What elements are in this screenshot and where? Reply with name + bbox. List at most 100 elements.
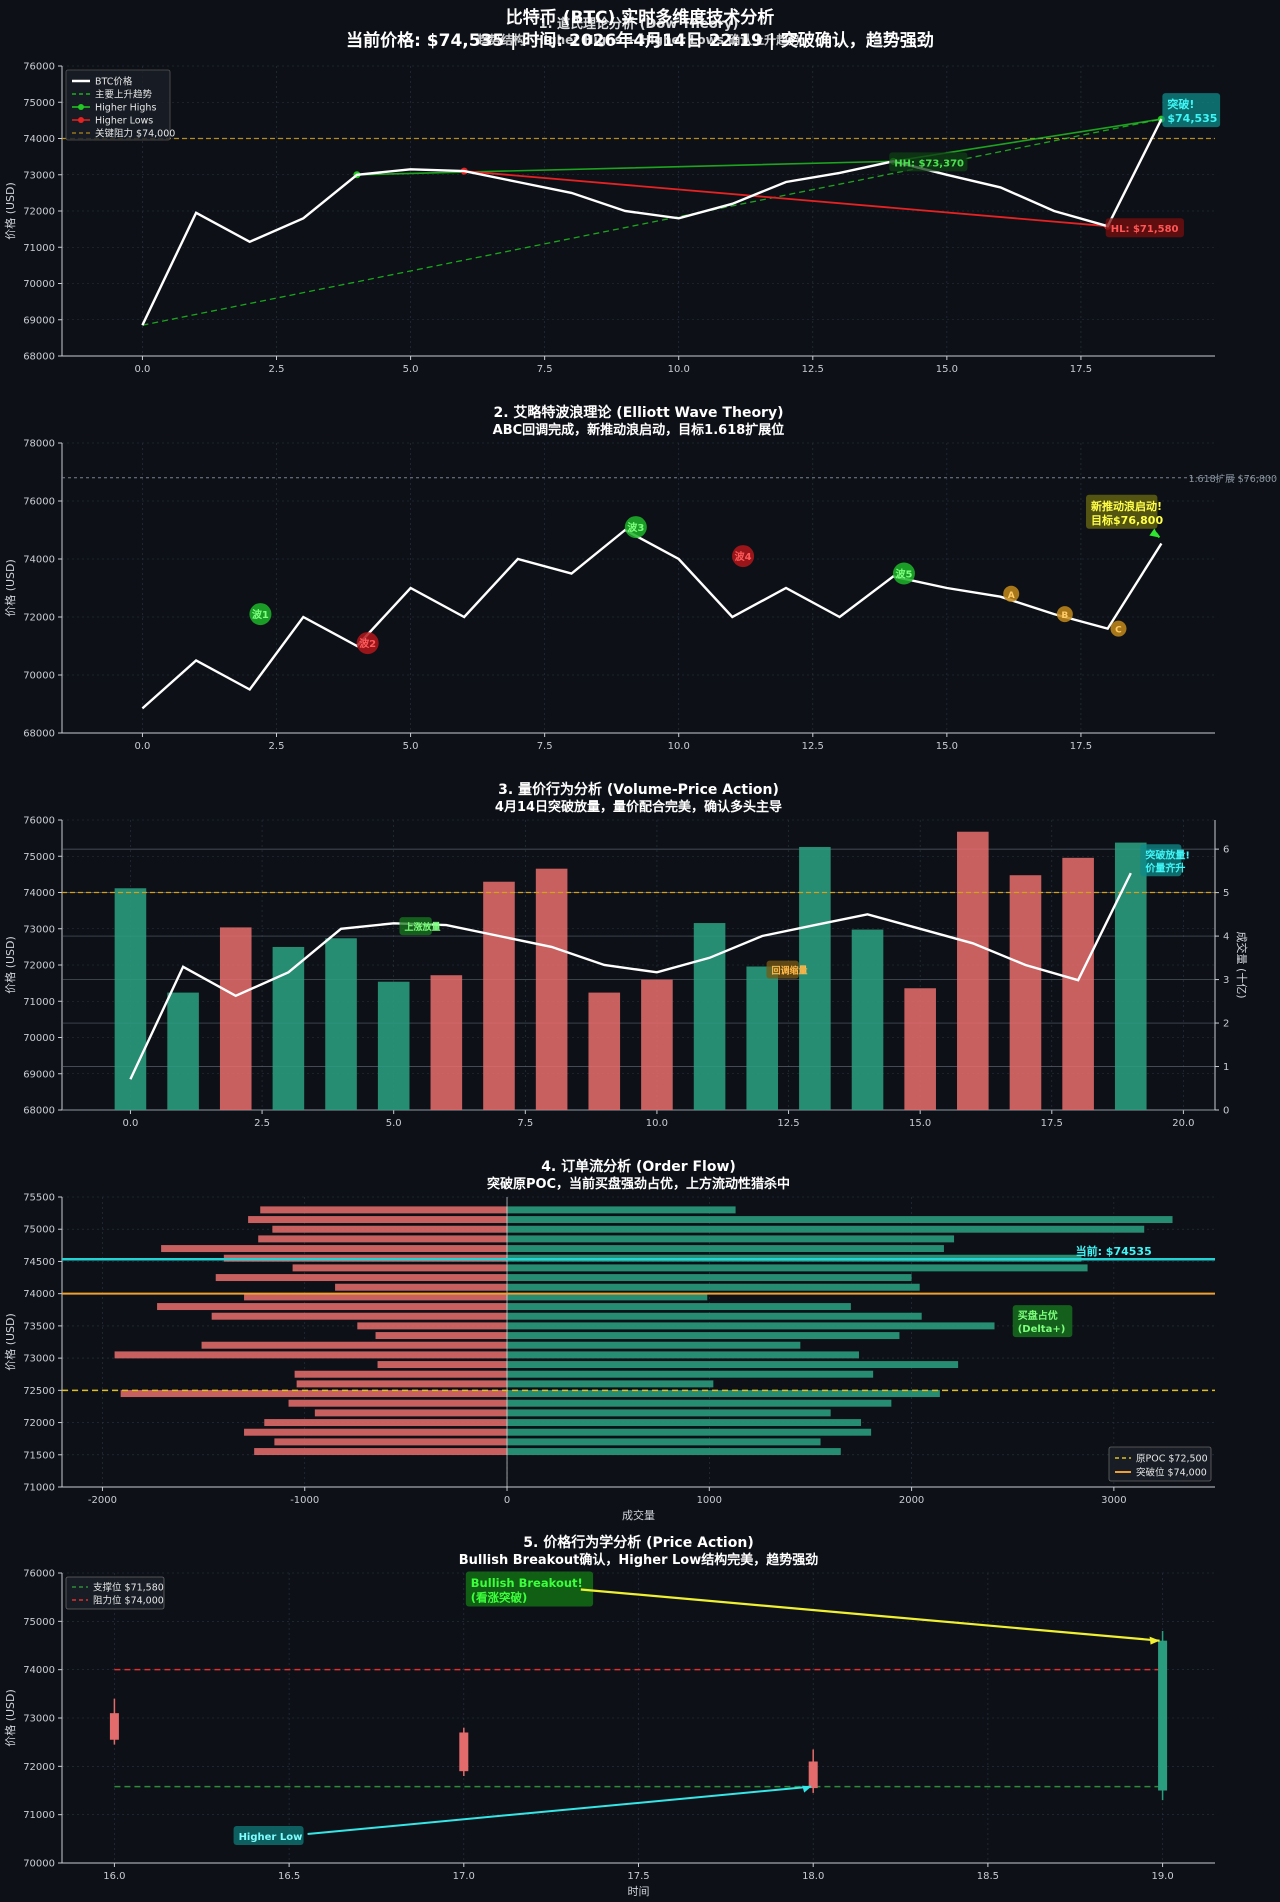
legend-label: 关键阻力 $74,000	[95, 128, 175, 140]
legend-marker	[78, 104, 84, 110]
annotation-delta-text: 买盘占优	[1018, 1309, 1058, 1322]
x-tick-label: 15.0	[936, 364, 958, 375]
y-axis-label: 价格 (USD)	[3, 182, 17, 240]
sell-volume-bar	[258, 1235, 508, 1243]
x-tick-label: 15.0	[909, 1118, 931, 1129]
y-tick-label: 70000	[23, 671, 55, 682]
x-tick-label: 17.0	[453, 1871, 475, 1882]
volume-bar	[483, 881, 515, 1110]
annotation-volume-down-box	[766, 960, 799, 979]
x-tick-label: 5.0	[386, 1118, 402, 1129]
x-tick-label: 10.0	[668, 364, 690, 375]
y-tick-label: 70000	[23, 1033, 55, 1044]
x-tick-label: 3000	[1101, 1495, 1126, 1506]
legend-frame	[1108, 1446, 1212, 1482]
buy-volume-bar	[507, 1370, 874, 1378]
buy-volume-bar	[507, 1399, 892, 1407]
sell-volume-bar	[260, 1206, 508, 1214]
x-tick-label: 17.5	[627, 1871, 649, 1882]
sell-volume-bar	[254, 1448, 508, 1456]
annotation-breakout-text: $74,535	[1167, 112, 1217, 125]
sell-volume-bar	[272, 1225, 508, 1233]
y-axis-label: 价格 (USD)	[3, 1313, 17, 1371]
x-tick-label: 7.5	[517, 1118, 533, 1129]
y-tick-label: 72000	[23, 1418, 55, 1429]
candle-body	[808, 1761, 818, 1789]
y-tick-label: 75000	[23, 1225, 55, 1236]
y2-tick-label: 3	[1223, 975, 1229, 986]
volume-bar	[1114, 842, 1147, 1110]
panel-3: 0.0 2.5 5.0 7.5 10.0 12.5 15.0 17.5 20.0 68000 690…	[3, 781, 1249, 1129]
price-line	[141, 118, 1163, 326]
y-tick-label: 75500	[23, 1193, 55, 1204]
y-tick-label: 68000	[23, 729, 55, 740]
sell-volume-bar	[215, 1274, 508, 1282]
x-tick-label: 2.5	[269, 364, 285, 375]
y-tick-label: 74000	[23, 888, 55, 899]
page-header: 比特币 (BTC) 实时多维度技术分析 当前价格: $74,535 | 时间: …	[0, 0, 1280, 52]
volume-bar	[1009, 875, 1042, 1110]
annotation-hl-text: HL: $71,580	[1111, 224, 1179, 235]
chart-title: 3. 量价行为分析 (Volume-Price Action)	[498, 781, 779, 798]
y-tick-label: 72500	[23, 1386, 55, 1397]
sell-volume-bar	[244, 1293, 508, 1301]
plot-area	[62, 443, 1215, 733]
y-tick-label: 71500	[23, 1450, 55, 1461]
y-tick-label: 74000	[23, 555, 55, 566]
price-line	[141, 528, 1163, 710]
y-tick-label: 75000	[23, 852, 55, 863]
page-title-line2: 当前价格: $74,535 | 时间: 2026年4月14日 22:19 | 突…	[346, 31, 934, 51]
y2-axis-label: 成交量 (十亿)	[1235, 931, 1249, 998]
chart-title: 2. 艾略特波浪理论 (Elliott Wave Theory)	[494, 404, 784, 421]
y-tick-label: 76000	[23, 497, 55, 508]
y-tick-label: 69000	[23, 1069, 55, 1080]
y-tick-label: 74000	[23, 134, 55, 145]
higher-lows-line	[464, 170, 1108, 228]
annotation-breakout-volume-text: 价量齐升	[1145, 861, 1185, 874]
wave-label: A	[1008, 591, 1015, 601]
annotation-higher-low-box	[233, 1826, 304, 1845]
x-tick-label: 7.5	[537, 364, 553, 375]
x-tick-label: 17.5	[1070, 741, 1092, 752]
annotation-volume-up-text: 上涨放量	[404, 921, 440, 933]
y-tick-label: 71000	[23, 243, 55, 254]
sell-volume-bar	[264, 1419, 508, 1427]
y2-tick-label: 6	[1223, 845, 1229, 856]
sell-volume-bar	[288, 1399, 508, 1407]
sell-volume-bar	[120, 1390, 508, 1398]
legend-label: 阻力位 $74,000	[93, 1595, 164, 1607]
x-tick-label: 12.5	[802, 364, 824, 375]
legend-label: 支撑位 $71,580	[93, 1582, 164, 1594]
buy-volume-bar	[507, 1312, 922, 1320]
x-tick-label: 16.0	[103, 1871, 125, 1882]
x-tick-label: 5.0	[403, 364, 419, 375]
y-tick-label: 71000	[23, 1483, 55, 1494]
candle-body	[459, 1732, 469, 1772]
sell-volume-bar	[292, 1264, 508, 1272]
x-tick-label: -1000	[290, 1495, 319, 1506]
y-tick-label: 69000	[23, 315, 55, 326]
x-tick-label: 0.0	[134, 741, 150, 752]
wave-marker	[356, 632, 379, 655]
y-tick-label: 70000	[23, 1859, 55, 1870]
buy-volume-bar	[507, 1322, 995, 1330]
chart-subtitle: 4月14日突破放量，量价配合完美，确认多头主导	[495, 799, 782, 815]
buy-volume-bar	[507, 1361, 959, 1369]
y-tick-label: 73000	[23, 924, 55, 935]
wave-marker	[1110, 620, 1127, 637]
breakout-arrowhead	[1149, 1636, 1160, 1645]
annotation-breakout-box	[1162, 93, 1221, 128]
wave-label: 波2	[359, 637, 376, 650]
wave-marker	[1056, 606, 1073, 623]
x-tick-label: 5.0	[403, 741, 419, 752]
sell-volume-bar	[335, 1283, 508, 1291]
annotation-volume-down-text: 回调缩量	[772, 965, 808, 977]
sell-volume-bar	[201, 1341, 508, 1349]
buy-volume-bar	[507, 1293, 708, 1301]
annotation-hl-box	[1105, 218, 1184, 238]
annotation-delta-box	[1012, 1305, 1073, 1338]
wave-marker	[892, 562, 915, 585]
legend: 原POC $72,500 突破位 $74,000	[1108, 1446, 1212, 1482]
x-tick-label: 15.0	[936, 741, 958, 752]
fib-target-label: 1.618扩展 $76,800	[1188, 473, 1277, 485]
